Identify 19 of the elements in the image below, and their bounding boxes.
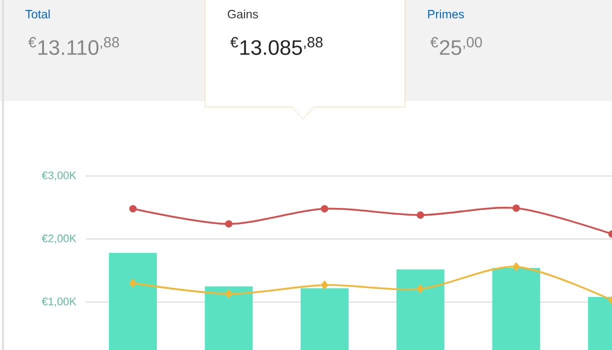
point bbox=[130, 278, 136, 288]
text: $^{€}$13.085$^{,88}$ bbox=[230, 37, 323, 55]
point bbox=[416, 211, 424, 219]
point bbox=[512, 262, 520, 272]
point bbox=[225, 220, 232, 228]
text: $^{€}$13.110$^{,88}$ bbox=[28, 37, 119, 55]
point bbox=[512, 204, 520, 212]
point bbox=[416, 284, 424, 294]
point bbox=[320, 205, 328, 212]
text: Primes bbox=[428, 10, 464, 18]
point bbox=[321, 280, 328, 290]
text: Gains bbox=[228, 10, 258, 18]
y-tick-label: €1,00K bbox=[42, 298, 76, 307]
point bbox=[225, 290, 232, 298]
y-tick-label: €2,00K bbox=[42, 234, 76, 244]
text: $^{€}$25$^{,00}$ bbox=[430, 37, 482, 55]
text: Total bbox=[25, 10, 50, 18]
y-tick-label: €3,00K bbox=[42, 171, 76, 181]
point bbox=[129, 205, 137, 212]
